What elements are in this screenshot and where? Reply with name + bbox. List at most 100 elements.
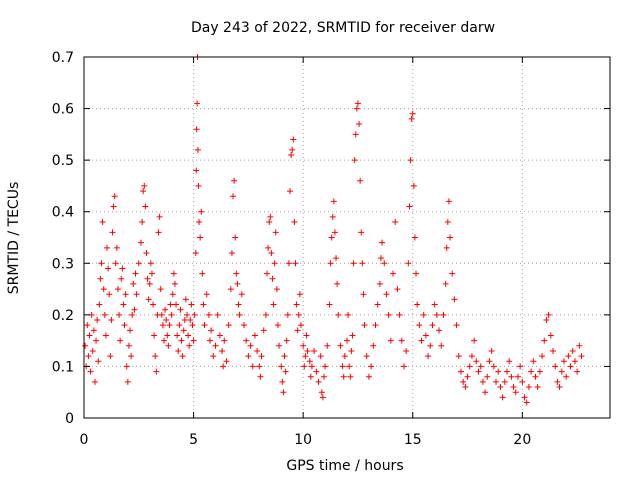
data-point xyxy=(238,291,245,298)
data-point xyxy=(117,337,124,344)
data-point xyxy=(225,322,232,329)
data-point xyxy=(144,275,151,282)
data-point xyxy=(359,260,366,267)
data-point xyxy=(453,322,460,329)
data-point xyxy=(264,270,271,277)
data-point xyxy=(353,105,360,112)
data-point xyxy=(91,378,98,385)
data-point xyxy=(328,234,335,241)
data-point xyxy=(510,384,517,391)
data-point xyxy=(331,229,338,236)
data-point xyxy=(111,193,118,200)
data-point xyxy=(168,311,175,318)
data-point xyxy=(407,157,414,164)
data-point xyxy=(329,213,336,220)
data-point xyxy=(177,306,184,313)
data-point xyxy=(198,208,205,215)
data-point xyxy=(233,270,240,277)
data-point xyxy=(122,291,129,298)
data-point xyxy=(272,229,279,236)
data-point xyxy=(194,146,201,153)
data-point xyxy=(319,394,326,401)
data-point xyxy=(339,363,346,370)
data-point xyxy=(431,301,438,308)
data-point xyxy=(104,244,111,251)
data-point xyxy=(285,260,292,267)
x-tick-label: 20 xyxy=(513,432,531,448)
data-point xyxy=(100,286,107,293)
data-point xyxy=(315,378,322,385)
data-point xyxy=(539,353,546,360)
data-point xyxy=(114,286,121,293)
data-point xyxy=(185,332,192,339)
data-point xyxy=(354,100,361,107)
data-point xyxy=(408,115,415,122)
data-point xyxy=(567,363,574,370)
data-point xyxy=(228,249,235,256)
data-point xyxy=(179,353,186,360)
data-point xyxy=(497,384,504,391)
data-point xyxy=(565,353,572,360)
data-point xyxy=(267,213,274,220)
data-point xyxy=(203,291,210,298)
data-point xyxy=(420,311,427,318)
data-point xyxy=(99,219,106,226)
data-point xyxy=(188,301,195,308)
data-point xyxy=(340,373,347,380)
y-tick-label: 0.6 xyxy=(52,102,74,118)
y-tick-label: 0.1 xyxy=(52,359,74,375)
data-point xyxy=(279,378,286,385)
data-point xyxy=(499,394,506,401)
data-point xyxy=(182,296,189,303)
data-point xyxy=(422,332,429,339)
data-point xyxy=(158,311,165,318)
axis-ticks xyxy=(83,56,610,419)
data-point xyxy=(289,146,296,153)
data-point xyxy=(547,332,554,339)
data-point xyxy=(156,213,163,220)
data-point xyxy=(372,322,379,329)
y-tick-label: 0.3 xyxy=(52,256,74,272)
data-point xyxy=(141,182,148,189)
data-point xyxy=(335,311,342,318)
data-point xyxy=(105,265,112,272)
data-point xyxy=(560,358,567,365)
data-point xyxy=(110,203,117,210)
data-point xyxy=(523,399,530,406)
data-point xyxy=(193,167,200,174)
data-point xyxy=(231,177,238,184)
data-point xyxy=(317,353,324,360)
data-point xyxy=(479,378,486,385)
data-point xyxy=(313,368,320,375)
data-point xyxy=(90,327,97,334)
data-point xyxy=(337,342,344,349)
data-point xyxy=(457,368,464,375)
data-point xyxy=(151,332,158,339)
data-point xyxy=(187,317,194,324)
data-point xyxy=(190,337,197,344)
data-point xyxy=(368,363,375,370)
y-tick-label: 0 xyxy=(65,411,74,427)
data-point xyxy=(455,353,462,360)
data-point xyxy=(350,260,357,267)
data-point xyxy=(477,363,484,370)
data-point xyxy=(521,394,528,401)
x-tick-label: 0 xyxy=(80,432,89,448)
data-point xyxy=(466,363,473,370)
data-point xyxy=(193,126,200,133)
data-point xyxy=(363,353,370,360)
data-point xyxy=(545,311,552,318)
y-tick-label: 0.7 xyxy=(52,50,74,66)
data-point xyxy=(443,244,450,251)
data-point xyxy=(119,265,126,272)
data-point xyxy=(344,337,350,344)
data-point xyxy=(109,229,116,236)
data-point xyxy=(563,373,570,380)
data-point xyxy=(351,157,358,164)
data-point xyxy=(552,363,559,370)
data-point xyxy=(493,378,500,385)
data-point xyxy=(508,373,515,380)
data-point xyxy=(307,373,314,380)
data-point xyxy=(167,301,174,308)
